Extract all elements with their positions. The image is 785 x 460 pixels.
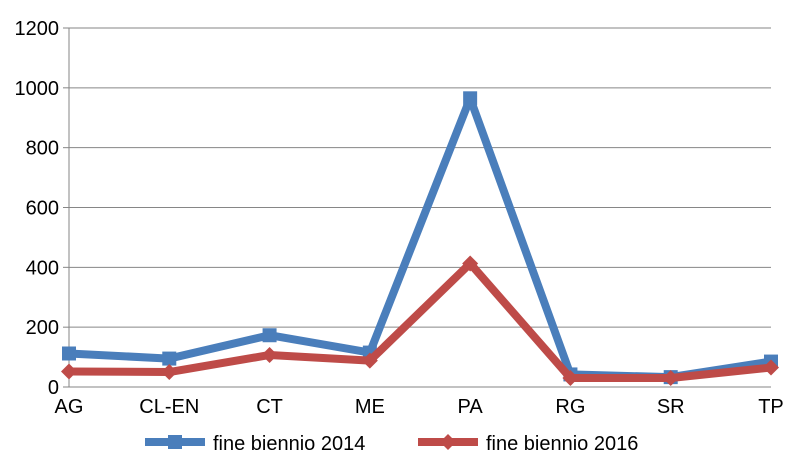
tick-labels: 0 200 400 600 800 1000 1200 AG CL-EN CT ME PA RG SR TP: [15, 18, 784, 418]
series-line-1: [65, 94, 775, 382]
legend-label: fine biennio 2014: [213, 433, 365, 455]
y-tick-label: 400: [26, 257, 59, 279]
x-tick-label: TP: [758, 396, 784, 418]
data-point: [361, 352, 378, 369]
data-point: [61, 363, 77, 380]
legend-label: fine biennio 2016: [486, 433, 638, 455]
data-point: [763, 359, 779, 376]
x-tick-label: RG: [555, 396, 585, 418]
data-point: [261, 346, 278, 363]
y-tick-label: 600: [26, 198, 59, 220]
x-tick-label: PA: [458, 396, 484, 418]
y-tick-label: 1000: [15, 78, 60, 100]
legend: fine biennio 2014 fine biennio 2016: [145, 433, 638, 455]
y-tick-label: 1200: [15, 18, 60, 40]
x-tick-label: CT: [256, 396, 283, 418]
series-lines: [61, 91, 779, 387]
data-point: [562, 370, 579, 387]
legend-marker: [168, 435, 182, 449]
gridlines: [69, 27, 771, 328]
y-tick-label: 200: [26, 317, 59, 339]
data-point: [463, 91, 478, 106]
data-point: [161, 364, 178, 381]
legend-marker: [440, 434, 456, 450]
x-tick-label: AG: [55, 396, 84, 418]
x-tick-label: SR: [657, 396, 685, 418]
y-tick-label: 800: [26, 138, 59, 160]
data-point: [462, 255, 479, 272]
data-point: [262, 328, 277, 343]
data-point: [662, 370, 679, 387]
data-point: [62, 346, 76, 361]
x-tick-label: ME: [355, 396, 385, 418]
axes: [63, 27, 771, 388]
x-tick-label: CL-EN: [139, 396, 199, 418]
series-line-2: [65, 259, 775, 383]
y-tick-label: 0: [48, 377, 59, 399]
data-point: [162, 351, 177, 366]
